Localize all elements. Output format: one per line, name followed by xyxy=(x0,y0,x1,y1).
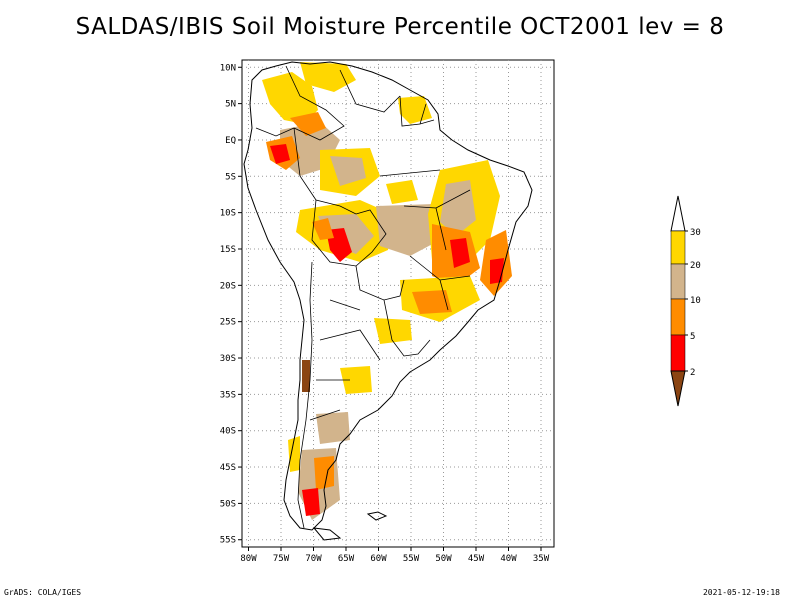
shade-paraguay-yellow xyxy=(374,318,412,344)
border-colombia xyxy=(285,65,345,141)
colorbar-segment xyxy=(670,298,686,336)
shade-venezuela-yellow xyxy=(300,62,356,92)
lon-label: 75W xyxy=(273,554,290,564)
map-frame xyxy=(241,59,555,548)
border-guianas xyxy=(399,95,435,127)
lon-label: 55W xyxy=(403,554,420,564)
lat-label: EQ xyxy=(225,136,236,146)
colorbar-label: 5 xyxy=(690,332,695,342)
shade-guiana-yellow xyxy=(398,96,432,124)
country-borders xyxy=(255,65,471,529)
border-chile-argentina xyxy=(297,261,313,529)
colorbar-segment xyxy=(670,230,686,265)
lon-label: 65W xyxy=(338,554,355,564)
lon-label: 70W xyxy=(305,554,322,564)
shade-central-brazil-tan xyxy=(376,204,440,256)
border-ecuador xyxy=(255,127,295,137)
lat-label: 55S xyxy=(220,536,236,546)
shade-patagonia-orange xyxy=(314,456,334,490)
footer-timestamp: 2021-05-12-19:18 xyxy=(702,588,780,597)
map-title: SALDAS/IBIS Soil Moisture Percentile OCT… xyxy=(75,14,725,40)
shade-se-brazil-orange xyxy=(412,290,452,314)
shade-amazon-central-tan xyxy=(330,156,366,186)
border-bolivia xyxy=(311,199,387,267)
lat-label: 35S xyxy=(220,390,236,400)
shade-argentina-tan xyxy=(316,412,350,444)
shade-chile-central-brown xyxy=(302,360,310,392)
lat-label: 25S xyxy=(220,318,236,328)
shade-ecuador-orange xyxy=(290,112,326,136)
south-america-coastline xyxy=(243,61,533,531)
footer-credit: GrADS: COLA/IGES xyxy=(4,588,82,597)
lat-label: 20S xyxy=(220,281,236,291)
lon-label: 45W xyxy=(468,554,485,564)
lat-label: 50S xyxy=(220,499,236,509)
shade-amazon-west-red xyxy=(270,144,290,164)
shade-colombia-yellow xyxy=(262,72,318,124)
soil-moisture-shading xyxy=(262,62,512,520)
shade-ne-brazil-tan xyxy=(440,180,476,236)
border-venezuela xyxy=(339,69,401,113)
lon-label: 40W xyxy=(500,554,517,564)
lat-label: 15S xyxy=(220,245,236,255)
lat-label: 30S xyxy=(220,354,236,364)
color-legend: 30 20 10 5 2 xyxy=(670,195,701,407)
lon-label: 50W xyxy=(435,554,452,564)
border-paraguay xyxy=(355,265,405,301)
falkland-islands xyxy=(366,511,388,521)
shade-ne-brazil-red xyxy=(450,238,470,268)
shade-pampas-yellow xyxy=(340,366,372,394)
colorbar-segment xyxy=(670,334,686,372)
lat-label: 5N xyxy=(225,100,236,110)
colorbar-segment xyxy=(670,263,686,300)
lat-label: 45S xyxy=(220,463,236,473)
longitude-labels: 80W 75W 70W 65W 60W 55W 50W 45W 40W 35W xyxy=(240,547,550,564)
lon-label: 35W xyxy=(533,554,550,564)
colorbar-top-triangle xyxy=(670,195,686,232)
colorbar-label: 20 xyxy=(690,261,701,271)
border-argentina-provinces xyxy=(309,299,381,421)
border-brazil-states xyxy=(379,169,471,311)
colorbar-bottom-triangle xyxy=(670,370,686,407)
colorbar-label: 2 xyxy=(690,368,695,378)
lat-label: 40S xyxy=(220,427,236,437)
shade-amazon-east-yellow xyxy=(386,180,418,204)
shade-bolivia-orange xyxy=(312,218,334,240)
colorbar-label: 10 xyxy=(690,296,701,306)
shade-patagonia-yellow xyxy=(288,436,300,472)
shade-patagonia-red xyxy=(302,488,320,516)
border-uruguay xyxy=(383,299,431,357)
lat-label: 5S xyxy=(225,172,236,182)
lat-label: 10S xyxy=(220,209,236,219)
lon-label: 60W xyxy=(370,554,387,564)
lon-label: 80W xyxy=(240,554,257,564)
latitude-labels: 10N 5N EQ 5S 10S 15S 20S 25S 30S 35S 40S 45S 50S 55S xyxy=(220,63,242,546)
lat-label: 10N xyxy=(220,63,236,73)
colorbar-label: 30 xyxy=(690,228,701,238)
tierra-del-fuego xyxy=(312,527,342,541)
